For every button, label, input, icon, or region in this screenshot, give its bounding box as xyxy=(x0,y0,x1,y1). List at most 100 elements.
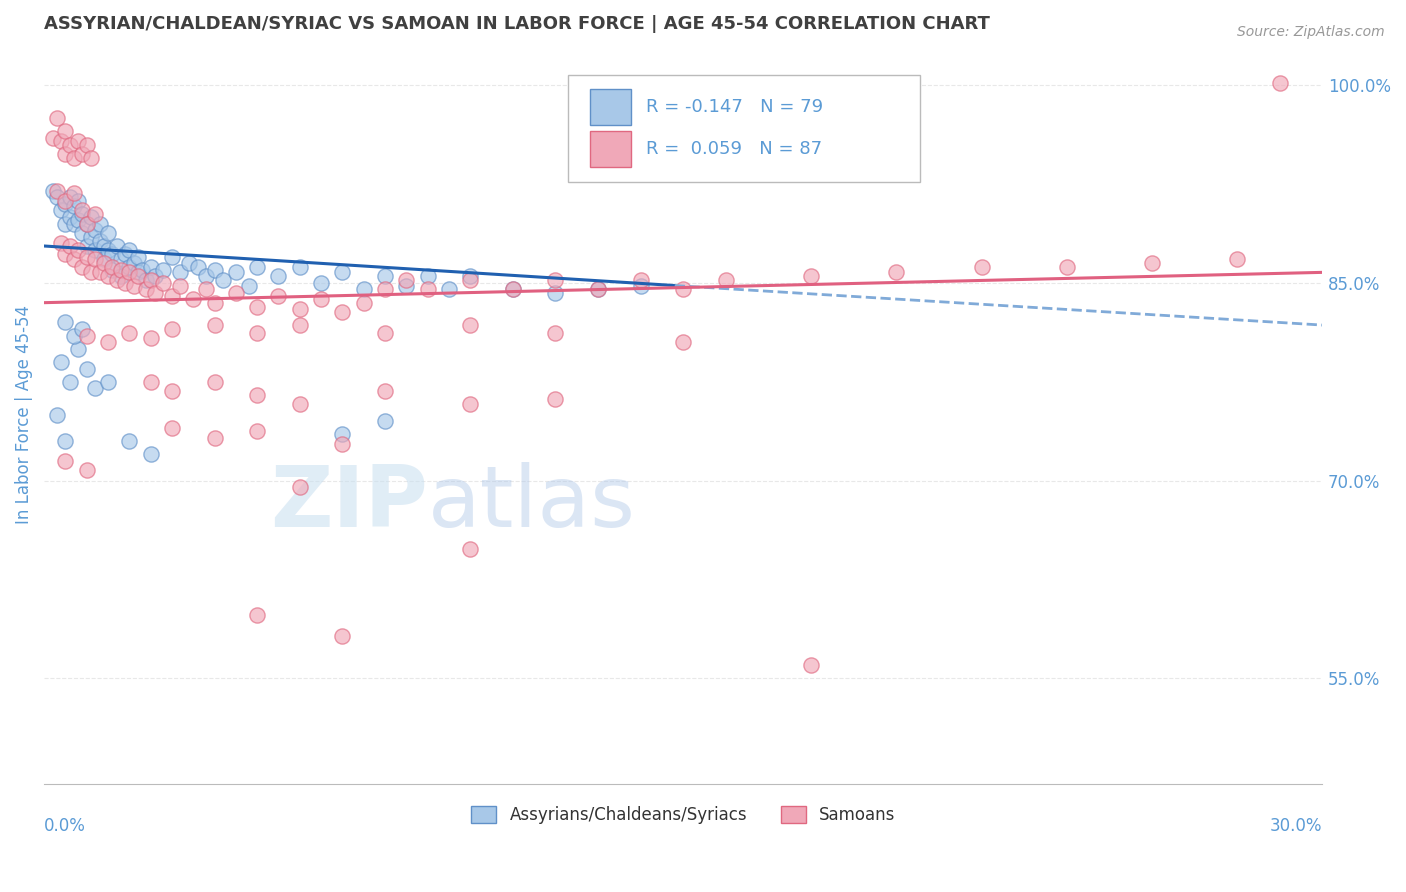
Point xyxy=(246,388,269,402)
Point xyxy=(76,137,98,152)
Point xyxy=(84,223,107,237)
Point xyxy=(212,273,235,287)
Point xyxy=(89,217,111,231)
Point xyxy=(101,247,124,261)
Point xyxy=(544,286,567,301)
Point xyxy=(89,234,111,248)
Point xyxy=(1140,256,1163,270)
Point xyxy=(225,265,247,279)
Point xyxy=(49,236,72,251)
Point xyxy=(374,384,396,398)
Point xyxy=(76,361,98,376)
Point xyxy=(97,226,120,240)
Point xyxy=(246,608,269,623)
Point xyxy=(63,151,86,165)
Point xyxy=(80,229,103,244)
Text: atlas: atlas xyxy=(427,462,636,545)
Point xyxy=(41,184,63,198)
Point xyxy=(84,252,107,267)
Bar xyxy=(591,131,631,167)
Point xyxy=(288,397,311,411)
Point xyxy=(152,276,174,290)
Point xyxy=(55,454,77,468)
Point xyxy=(437,283,460,297)
Point xyxy=(67,342,90,356)
Point xyxy=(63,217,86,231)
Point xyxy=(93,256,115,270)
Point xyxy=(122,256,145,270)
Point xyxy=(416,283,439,297)
Point xyxy=(152,262,174,277)
Point xyxy=(59,210,82,224)
Point xyxy=(416,269,439,284)
Point xyxy=(1226,252,1249,267)
Point xyxy=(63,328,86,343)
Point xyxy=(49,355,72,369)
Point xyxy=(177,256,200,270)
Point xyxy=(97,375,120,389)
Point xyxy=(586,283,609,297)
Point xyxy=(195,269,218,284)
Point xyxy=(55,146,77,161)
Point xyxy=(458,318,481,332)
Point xyxy=(76,328,98,343)
Point xyxy=(886,265,908,279)
Point xyxy=(395,278,418,293)
Point xyxy=(93,252,115,267)
Point xyxy=(160,421,183,435)
Point xyxy=(204,262,226,277)
Point xyxy=(118,265,141,279)
Point xyxy=(139,331,162,345)
Y-axis label: In Labor Force | Age 45-54: In Labor Force | Age 45-54 xyxy=(15,305,32,524)
Point xyxy=(72,203,94,218)
Point xyxy=(59,137,82,152)
Point xyxy=(395,273,418,287)
Point xyxy=(181,292,204,306)
Point xyxy=(544,392,567,406)
Point xyxy=(714,273,737,287)
Point xyxy=(55,315,77,329)
Point xyxy=(225,286,247,301)
Point xyxy=(67,243,90,257)
Point xyxy=(80,265,103,279)
Point xyxy=(114,247,136,261)
Point xyxy=(127,250,149,264)
Point xyxy=(131,262,153,277)
Point xyxy=(1268,76,1291,90)
Point xyxy=(544,273,567,287)
Text: R = -0.147   N = 79: R = -0.147 N = 79 xyxy=(647,98,824,116)
Point xyxy=(502,283,524,297)
Point xyxy=(63,186,86,201)
Legend: Assyrians/Chaldeans/Syriacs, Samoans: Assyrians/Chaldeans/Syriacs, Samoans xyxy=(464,799,901,830)
Point xyxy=(204,295,226,310)
Point xyxy=(143,269,166,284)
Point xyxy=(246,424,269,438)
Point xyxy=(72,322,94,336)
Point xyxy=(55,434,77,448)
Point xyxy=(246,326,269,340)
Point xyxy=(76,217,98,231)
Point xyxy=(288,318,311,332)
Point xyxy=(63,252,86,267)
Point xyxy=(186,260,208,274)
Point xyxy=(72,226,94,240)
Point xyxy=(139,260,162,274)
Point xyxy=(160,289,183,303)
Point xyxy=(332,436,354,450)
Point xyxy=(135,283,157,297)
Point xyxy=(672,283,695,297)
Point xyxy=(135,273,157,287)
Point xyxy=(374,269,396,284)
Point xyxy=(458,542,481,557)
Point xyxy=(127,269,149,284)
Point xyxy=(169,265,191,279)
Point xyxy=(246,260,269,274)
Point xyxy=(143,286,166,301)
Point xyxy=(353,283,375,297)
Point xyxy=(63,199,86,213)
Point xyxy=(118,326,141,340)
Point xyxy=(97,335,120,350)
Text: 30.0%: 30.0% xyxy=(1270,817,1323,835)
Point xyxy=(76,217,98,231)
Point xyxy=(49,203,72,218)
